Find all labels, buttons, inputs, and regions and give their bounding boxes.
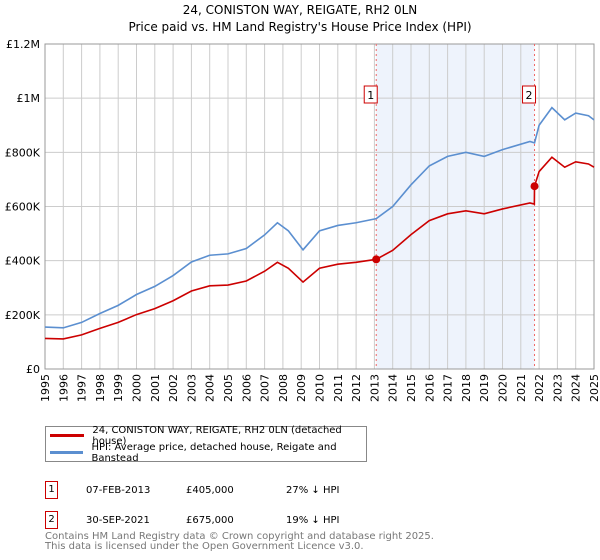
x-tick-label: 2006 xyxy=(240,374,253,402)
x-tick-label: 2022 xyxy=(533,374,546,402)
sale-hpi: 19% ↓ HPI xyxy=(286,514,340,526)
red-line-swatch xyxy=(50,434,85,437)
x-tick-label: 2001 xyxy=(149,374,162,402)
x-tick-label: 2013 xyxy=(368,374,381,402)
sales-table: 1 07-FEB-2013 £405,000 27% ↓ HPI 2 30-SEP-20… xyxy=(45,475,339,535)
y-tick-label: £1.2M xyxy=(6,38,40,51)
x-tick-label: 1996 xyxy=(57,374,70,402)
x-tick-label: 1997 xyxy=(76,374,89,402)
x-tick-label: 2019 xyxy=(478,374,491,402)
legend-hpi: HPI: Average price, detached house, Reig… xyxy=(91,441,337,464)
sale-point xyxy=(530,182,539,191)
x-tick-label: 1999 xyxy=(112,374,125,402)
sale-row: 2 30-SEP-2021 £675,000 19% ↓ HPI xyxy=(45,505,339,535)
y-tick-label: £600K xyxy=(5,201,41,214)
hpi-line xyxy=(44,106,595,329)
sale-point xyxy=(372,255,381,264)
x-tick-label: 2011 xyxy=(332,374,345,402)
sale-price: £405,000 xyxy=(186,484,234,496)
x-tick-label: 2025 xyxy=(588,374,600,402)
chart-title: 24, CONISTON WAY, REIGATE, RH2 0LN xyxy=(183,3,418,17)
sale-date: 30-SEP-2021 xyxy=(86,514,150,526)
sale-number: 2 xyxy=(45,511,58,529)
x-tick-label: 2016 xyxy=(423,374,436,402)
x-tick-label: 2015 xyxy=(405,374,418,402)
sale-label: 1 xyxy=(367,89,374,102)
x-tick-label: 2018 xyxy=(460,374,473,402)
x-tick-label: 2005 xyxy=(222,374,235,402)
x-tick-label: 2002 xyxy=(167,374,180,402)
sale-price: £675,000 xyxy=(186,514,234,526)
x-tick-label: 2014 xyxy=(387,374,400,402)
blue-line-swatch xyxy=(50,451,84,454)
y-tick-label: £0 xyxy=(26,363,40,376)
footer: Contains HM Land Registry data © Crown c… xyxy=(45,532,434,552)
legend: 24, CONISTON WAY, REIGATE, RH2 0LN (deta… xyxy=(45,424,367,464)
x-tick-label: 2012 xyxy=(350,374,363,402)
x-tick-label: 2004 xyxy=(204,374,217,402)
y-tick-label: £200K xyxy=(5,309,41,322)
y-tick-label: £800K xyxy=(5,146,41,159)
footer-line: This data is licensed under the Open Gov… xyxy=(45,541,364,552)
sale-label: 2 xyxy=(526,89,533,102)
x-tick-label: 2020 xyxy=(497,374,510,402)
x-tick-label: 2010 xyxy=(314,374,327,402)
x-tick-label: 2017 xyxy=(442,374,455,402)
footer-line: Contains HM Land Registry data © Crown c… xyxy=(45,531,434,542)
x-tick-label: 1998 xyxy=(94,374,107,402)
x-tick-label: 2007 xyxy=(259,374,272,402)
sale-label-box xyxy=(363,85,378,104)
chart-subtitle: Price paid vs. HM Land Registry's House … xyxy=(128,20,471,34)
sale-date: 07-FEB-2013 xyxy=(86,484,151,496)
y-tick-label: £400K xyxy=(5,255,41,268)
x-tick-label: 2008 xyxy=(277,374,290,402)
x-tick-label: 2000 xyxy=(131,374,144,402)
legend-property: 24, CONISTON WAY, REIGATE, RH2 0LN (deta… xyxy=(92,424,342,447)
price-chart: 24, CONISTON WAY, REIGATE, RH2 0LN Price… xyxy=(5,3,600,402)
plot-frame xyxy=(44,43,595,370)
y-tick-label: £1M xyxy=(17,92,41,105)
x-tick-label: 2024 xyxy=(570,374,583,402)
x-tick-label: 2023 xyxy=(551,374,564,402)
x-tick-label: 1995 xyxy=(39,374,52,402)
sale-label-box xyxy=(522,85,537,104)
sale-number: 1 xyxy=(45,481,58,499)
x-tick-label: 2003 xyxy=(185,374,198,402)
x-tick-label: 2021 xyxy=(515,374,528,402)
x-tick-label: 2009 xyxy=(295,374,308,402)
sale-row: 1 07-FEB-2013 £405,000 27% ↓ HPI xyxy=(45,475,339,505)
sale-hpi: 27% ↓ HPI xyxy=(286,484,340,496)
